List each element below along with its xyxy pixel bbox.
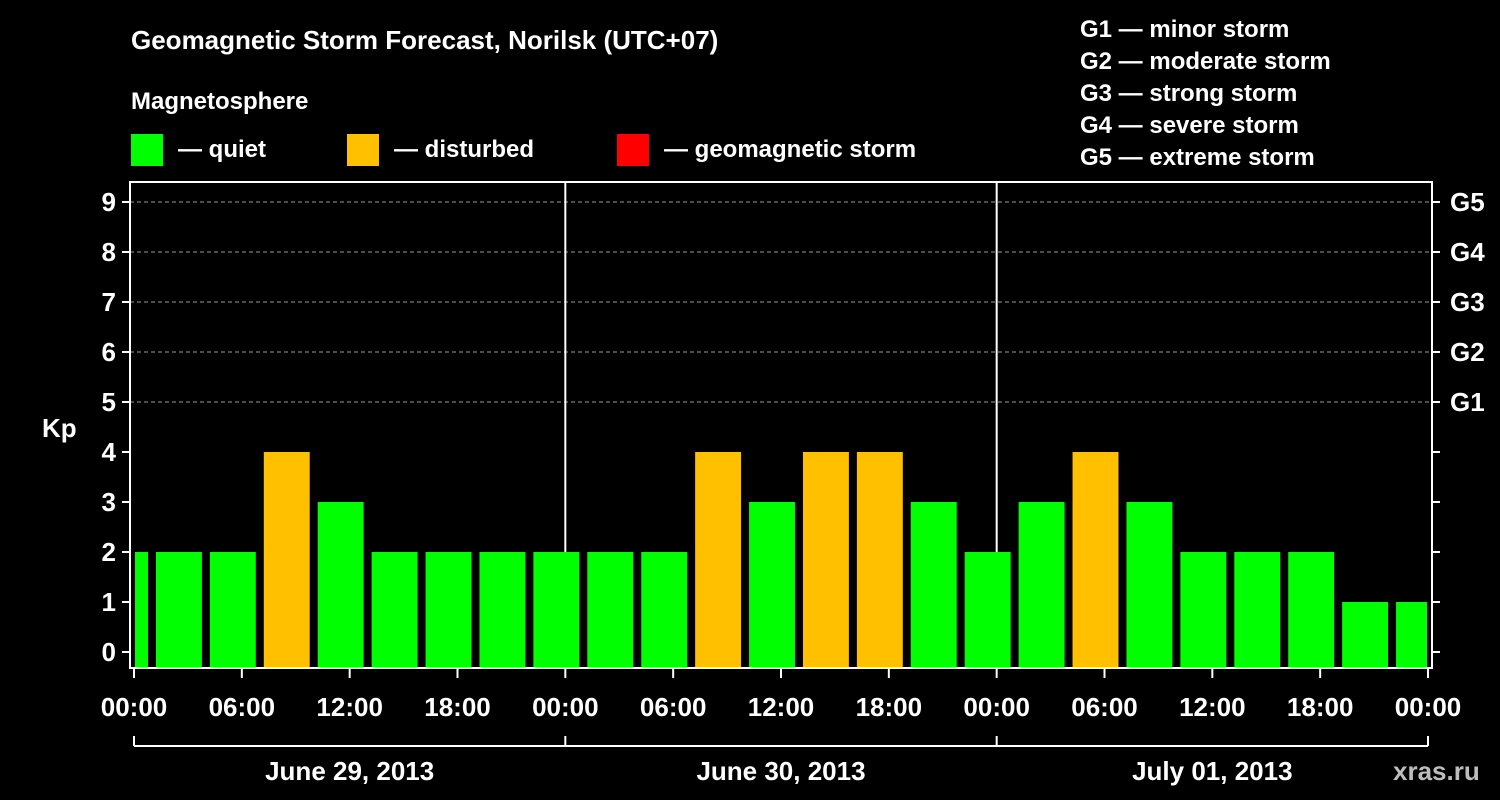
legend-label-storm: — geomagnetic storm (664, 136, 916, 163)
legend-swatch-disturbed (347, 134, 379, 166)
kp-bar (1018, 502, 1065, 668)
chart-title: Geomagnetic Storm Forecast, Norilsk (UTC… (131, 25, 718, 55)
kp-bar (135, 552, 148, 668)
kp-bar (1180, 552, 1227, 668)
x-tick-label: 18:00 (1287, 692, 1354, 722)
y-axis-label: Kp (42, 413, 77, 443)
x-tick-label: 00:00 (532, 692, 599, 722)
g-scale-label: G3 (1450, 287, 1485, 317)
plot-area: 0 1 2 3 4 5 6 7 8 9 G1 G2 G3 G4 G5 00:00 06:00 12:00 18:00… (101, 181, 1485, 786)
kp-bar (1126, 502, 1173, 668)
storm-scale-g5: G5 — extreme storm (1080, 144, 1315, 171)
date-label: June 30, 2013 (696, 756, 865, 786)
x-tick-label: 00:00 (963, 692, 1030, 722)
storm-scale-g1: G1 — minor storm (1080, 16, 1289, 43)
g-scale-label: G4 (1450, 237, 1485, 267)
kp-bar (587, 552, 634, 668)
storm-scale-g2: G2 — moderate storm (1080, 48, 1331, 75)
kp-bar (641, 552, 688, 668)
y-tick-label: 1 (102, 587, 116, 617)
kp-bar (1342, 602, 1389, 668)
legend-swatch-quiet (131, 134, 163, 166)
x-tick-label: 18:00 (856, 692, 923, 722)
kp-bar (155, 552, 202, 668)
x-tick-label: 12:00 (316, 692, 383, 722)
x-tick-label: 12:00 (748, 692, 815, 722)
kp-bar (479, 552, 526, 668)
x-tick-label: 18:00 (424, 692, 491, 722)
y-tick-label: 6 (102, 337, 116, 367)
y-tick-label: 3 (102, 487, 116, 517)
kp-bar (1288, 552, 1335, 668)
kp-bar (263, 452, 310, 668)
kp-bar (910, 502, 957, 668)
kp-bar (533, 552, 580, 668)
kp-bar (209, 552, 256, 668)
date-label: July 01, 2013 (1132, 756, 1292, 786)
storm-scale-g3: G3 — strong storm (1080, 80, 1297, 107)
kp-bar (371, 552, 418, 668)
magnetosphere-title: Magnetosphere (131, 88, 308, 115)
y-tick-label: 9 (102, 187, 116, 217)
x-tick-label: 00:00 (101, 692, 168, 722)
x-tick-label: 06:00 (640, 692, 707, 722)
g-scale-label: G5 (1450, 187, 1485, 217)
kp-bar (425, 552, 472, 668)
date-label: June 29, 2013 (265, 756, 434, 786)
storm-scale-g4: G4 — severe storm (1080, 112, 1299, 139)
legend-label-disturbed: — disturbed (394, 136, 534, 163)
kp-bar (749, 502, 795, 668)
kp-bar (802, 452, 849, 668)
kp-bar (1234, 552, 1281, 668)
kp-bar (695, 452, 742, 668)
legend-label-quiet: — quiet (178, 136, 266, 163)
kp-bar (856, 452, 903, 668)
x-tick-label: 06:00 (1071, 692, 1138, 722)
x-tick-label: 06:00 (209, 692, 276, 722)
credit-text: xras.ru (1393, 756, 1480, 786)
y-tick-label: 5 (102, 387, 116, 417)
g-scale-label: G2 (1450, 337, 1485, 367)
x-tick-label: 12:00 (1179, 692, 1246, 722)
x-tick-label: 00:00 (1395, 692, 1462, 722)
y-tick-label: 4 (102, 437, 117, 467)
y-tick-label: 2 (102, 537, 116, 567)
y-tick-label: 0 (102, 637, 116, 667)
legend-swatch-storm (617, 134, 649, 166)
kp-bar (317, 502, 364, 668)
g-scale-label: G1 (1450, 387, 1485, 417)
kp-bar (1396, 602, 1427, 668)
y-tick-label: 8 (102, 237, 116, 267)
kp-bar (964, 552, 1011, 668)
y-tick-label: 7 (102, 287, 116, 317)
kp-bar (1072, 452, 1119, 668)
